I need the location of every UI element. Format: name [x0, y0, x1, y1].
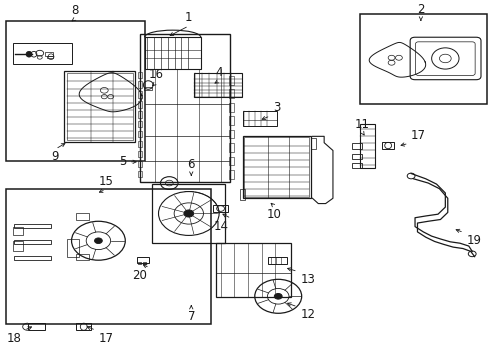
Text: 7: 7 [188, 310, 195, 324]
Bar [67, 239, 79, 257]
Bar [352, 143, 362, 149]
Bar [229, 130, 234, 139]
Bar [229, 76, 234, 85]
Bar [139, 81, 143, 88]
Ellipse shape [184, 210, 194, 217]
Bar [45, 52, 53, 56]
Bar [213, 204, 228, 212]
Bar [139, 72, 143, 78]
Bar [145, 87, 152, 90]
Bar [194, 73, 242, 98]
Bar [5, 21, 145, 161]
Text: 10: 10 [267, 208, 282, 221]
Ellipse shape [274, 293, 282, 299]
Bar [27, 323, 45, 330]
Bar [139, 111, 143, 118]
Bar [140, 34, 230, 183]
Text: 15: 15 [98, 175, 113, 188]
Bar [311, 138, 316, 149]
Bar [243, 136, 311, 198]
Bar [382, 142, 394, 149]
Bar [13, 42, 72, 64]
Bar [139, 141, 143, 147]
Bar [138, 262, 142, 265]
Bar [229, 143, 234, 152]
Bar [47, 56, 53, 58]
Ellipse shape [26, 51, 32, 57]
Text: 20: 20 [132, 269, 147, 282]
Text: 5: 5 [119, 155, 126, 168]
Text: 16: 16 [148, 68, 164, 81]
Bar [229, 170, 234, 179]
Bar [14, 224, 51, 228]
Bar [137, 257, 149, 263]
Bar [139, 131, 143, 138]
Bar [14, 240, 51, 244]
Bar [139, 171, 143, 177]
Bar [243, 111, 277, 126]
Bar [139, 101, 143, 108]
Bar [229, 103, 234, 112]
Bar [76, 323, 91, 330]
Bar [67, 73, 133, 140]
Text: 14: 14 [214, 220, 229, 233]
Text: 19: 19 [466, 234, 481, 247]
Bar [139, 151, 143, 157]
Bar [352, 163, 362, 168]
Bar [229, 116, 234, 125]
Bar [64, 71, 135, 141]
Text: 4: 4 [216, 66, 223, 79]
Bar [14, 256, 51, 260]
Text: 2: 2 [417, 3, 425, 16]
Bar [244, 138, 310, 197]
Bar [139, 121, 143, 127]
Bar [269, 257, 287, 265]
Text: 17: 17 [98, 332, 113, 345]
Bar [152, 184, 225, 243]
Bar [360, 14, 487, 104]
Bar [76, 213, 89, 220]
Bar [13, 226, 23, 235]
Bar [240, 189, 245, 200]
Text: 8: 8 [71, 4, 79, 17]
Bar [229, 157, 234, 165]
Bar [76, 254, 89, 260]
Bar [229, 89, 234, 98]
Bar [13, 241, 23, 251]
Text: 1: 1 [185, 12, 193, 24]
Text: 17: 17 [411, 129, 426, 142]
Bar [145, 37, 201, 69]
Bar [216, 243, 292, 297]
Text: 11: 11 [355, 118, 370, 131]
Text: 18: 18 [7, 332, 22, 345]
Bar [360, 124, 375, 168]
Bar [352, 154, 362, 159]
Bar [139, 161, 143, 167]
Text: 6: 6 [188, 158, 195, 171]
Bar [5, 189, 211, 324]
Text: 9: 9 [51, 150, 59, 163]
Ellipse shape [95, 238, 102, 244]
Text: 3: 3 [273, 102, 280, 114]
Bar [139, 91, 143, 98]
Bar [143, 262, 147, 265]
Text: 13: 13 [300, 273, 315, 286]
Text: 12: 12 [300, 309, 315, 321]
